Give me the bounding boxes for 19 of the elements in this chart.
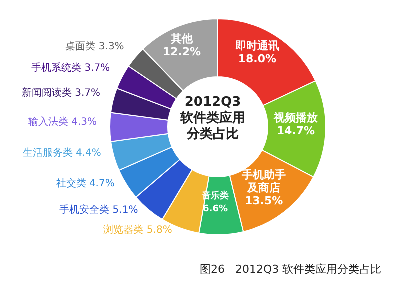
slice-label: 手机安全类 5.1% <box>60 204 138 216</box>
slice-label: 生活服务类 4.4% <box>22 147 102 160</box>
slice-label: 社交类 4.7% <box>56 177 115 190</box>
slice-label: 浏览器类 5.8% <box>104 224 172 236</box>
slice-label: 视频播放 <box>272 110 319 124</box>
slice-label: 新闻阅读类 3.7% <box>22 87 101 100</box>
slice-label: 输入法类 4.3% <box>28 116 97 128</box>
slice-label: 手机助手及商店 <box>241 168 286 194</box>
slice-label: 其他 <box>170 32 194 46</box>
slice-label: 手机系统类 3.7% <box>32 62 110 74</box>
slice-label: 桌面类 3.3% <box>66 40 124 53</box>
slice-label: 即时通讯 <box>235 38 280 52</box>
data-label: 6.6% <box>203 204 228 214</box>
data-label: 14.7% <box>276 124 316 137</box>
text: 2012Q3 软件类应用分类占比 <box>180 95 246 142</box>
caption: 图26 2012Q3 软件类应用分类占比 <box>200 262 382 277</box>
data-label: 13.5% <box>244 194 284 207</box>
data-label: 18.0% <box>238 52 277 65</box>
data-label: 12.2% <box>162 45 202 58</box>
